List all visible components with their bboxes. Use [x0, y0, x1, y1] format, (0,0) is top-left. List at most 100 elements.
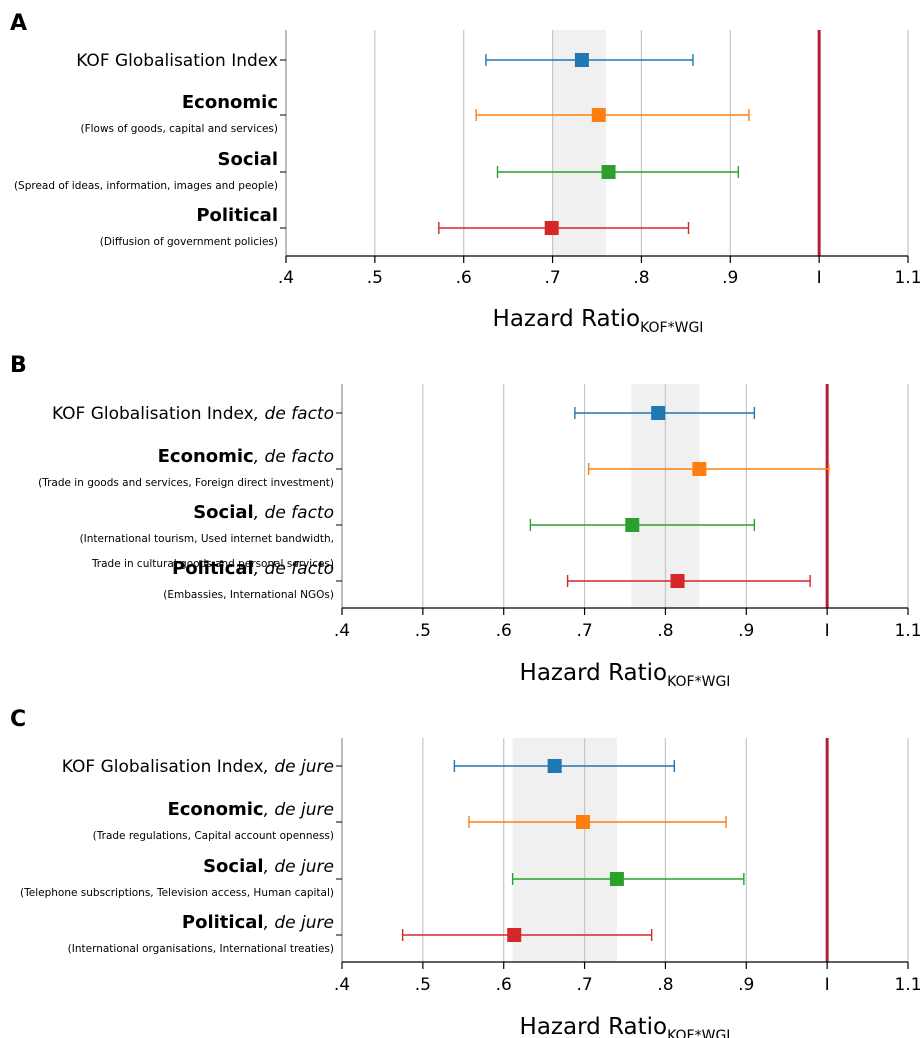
row-sublabel: (Embassies, International NGOs) — [163, 589, 334, 601]
point-estimate — [651, 406, 666, 420]
row-label-suffix: , de jure — [264, 800, 334, 820]
x-axis-label-subscript: KOF*WGI — [667, 674, 730, 690]
point-estimate — [625, 518, 640, 532]
x-tick-label: I — [825, 975, 830, 995]
panel-b: .4 .5 .6 .7 .8 .9 I 1.1 Hazard RatioKOF*WGI B KOF … — [10, 353, 921, 690]
point-estimate — [609, 872, 624, 886]
point-estimate — [574, 53, 589, 67]
row-label-suffix: , de facto — [254, 559, 334, 579]
row-label: KOF Globalisation Index, de jure — [62, 757, 334, 777]
panel-c: .4 .5 .6 .7 .8 .9 I 1.1 Hazard RatioKOF*WGI C KOF … — [10, 707, 921, 1038]
row-label-suffix: , de facto — [254, 447, 334, 467]
row-label-suffix: , de facto — [254, 404, 334, 424]
shaded-band — [552, 30, 606, 256]
row-sublabel: (Telephone subscriptions, Television acc… — [20, 887, 334, 899]
row-label-suffix: , de facto — [254, 503, 334, 523]
x-tick-label: .4 — [334, 975, 350, 995]
panel-label: B — [10, 353, 27, 378]
row-label-suffix: , de jure — [264, 913, 334, 933]
row-label-name: Political — [172, 558, 254, 579]
row-label-name: KOF Globalisation Index — [62, 757, 264, 777]
row-label-name: Social — [218, 149, 279, 170]
x-tick-label: 1.1 — [894, 975, 921, 995]
row-economic: Economic (Flows of goods, capital and ser… — [80, 92, 750, 135]
row-label: KOF Globalisation Index — [76, 51, 278, 71]
point-estimate — [601, 165, 616, 179]
row-kof-globalisation-index: KOF Globalisation Index, de facto — [52, 404, 756, 424]
x-axis-label-subscript: KOF*WGI — [667, 1028, 730, 1038]
row-label: Economic, de facto — [158, 446, 334, 467]
x-axis-label-main: Hazard Ratio — [520, 1014, 668, 1038]
row-sublabel: (Spread of ideas, information, images an… — [14, 180, 278, 192]
row-sublabel: (Diffusion of government policies) — [100, 236, 278, 248]
x-tick-label: .6 — [496, 621, 512, 641]
x-axis-label-subscript: KOF*WGI — [640, 320, 703, 336]
row-label-name: Social — [193, 502, 254, 523]
x-tick-label: .4 — [278, 268, 294, 288]
row-label-suffix: , de jure — [264, 757, 334, 777]
row-label: Economic, de jure — [167, 799, 334, 820]
row-label: Political, de jure — [182, 912, 334, 933]
row-political: Political, de jure (International organis… — [68, 912, 653, 955]
row-label: Economic — [182, 92, 278, 113]
row-economic: Economic, de facto (Trade in goods and se… — [38, 446, 830, 489]
x-tick-label: .9 — [722, 268, 738, 288]
shaded-band — [512, 738, 617, 962]
point-estimate — [507, 928, 522, 942]
x-tick-label: 1.1 — [894, 621, 921, 641]
x-tick-label: .6 — [456, 268, 472, 288]
x-axis-label: Hazard RatioKOF*WGI — [520, 660, 731, 690]
x-axis-label-main: Hazard Ratio — [520, 660, 668, 686]
row-label: Political, de facto — [172, 558, 334, 579]
row-label: Social — [218, 149, 279, 170]
row-label: Political — [196, 205, 278, 226]
row-label-name: Political — [182, 912, 264, 933]
x-tick-label: .7 — [544, 268, 560, 288]
row-sublabel: (International organisations, Internatio… — [68, 943, 334, 955]
x-tick-label: .5 — [367, 268, 383, 288]
point-estimate — [670, 574, 685, 588]
row-social: Social (Spread of ideas, information, ima… — [14, 149, 739, 192]
x-tick-label: .4 — [334, 621, 350, 641]
row-sublabel: (Flows of goods, capital and services) — [80, 123, 278, 135]
row-political: Political (Diffusion of government polici… — [100, 205, 690, 248]
x-tick-label: I — [825, 621, 830, 641]
panel-label: A — [10, 11, 27, 36]
row-label: Social, de facto — [193, 502, 334, 523]
x-tick-label: 1.1 — [894, 268, 921, 288]
row-label: KOF Globalisation Index, de facto — [52, 404, 334, 424]
x-tick-label: .7 — [576, 621, 592, 641]
row-sublabel: (International tourism, Used internet ba… — [80, 533, 334, 545]
x-tick-label: .9 — [738, 975, 754, 995]
row-label-name: Economic — [158, 446, 254, 467]
point-estimate — [692, 462, 707, 476]
row-sublabel: Trade in cultural goods and personal ser… — [91, 558, 334, 570]
point-estimate — [547, 759, 562, 773]
row-label-name: Social — [203, 856, 264, 877]
x-tick-label: .5 — [415, 621, 431, 641]
row-social: Social, de facto (International tourism, … — [80, 502, 756, 570]
row-kof-globalisation-index: KOF Globalisation Index, de jure — [62, 757, 676, 777]
row-label-name: Political — [196, 205, 278, 226]
row-social: Social, de jure (Telephone subscriptions,… — [20, 856, 745, 899]
point-estimate — [591, 108, 606, 122]
x-tick-label: .8 — [657, 975, 673, 995]
x-tick-label: I — [817, 268, 822, 288]
row-label-suffix: , de jure — [264, 857, 334, 877]
row-label-name: KOF Globalisation Index — [76, 51, 278, 71]
row-label-name: Economic — [167, 799, 263, 820]
row-economic: Economic, de jure (Trade regulations, Cap… — [93, 799, 727, 842]
row-political: Political, de facto (Embassies, Internati… — [163, 558, 811, 601]
row-kof-globalisation-index: KOF Globalisation Index — [76, 51, 694, 71]
x-tick-label: .7 — [576, 975, 592, 995]
row-sublabel: (Trade regulations, Capital account open… — [93, 830, 334, 842]
panel-label: C — [10, 707, 26, 732]
point-estimate — [575, 815, 590, 829]
panel-a: .4 .5 .6 .7 .8 .9 I 1.1 Hazard RatioKOF*WGI A KOF … — [10, 11, 921, 336]
x-tick-label: .8 — [657, 621, 673, 641]
row-label-name: Economic — [182, 92, 278, 113]
x-axis-label-main: Hazard Ratio — [493, 306, 641, 332]
row-label: Social, de jure — [203, 856, 334, 877]
x-axis-label: Hazard RatioKOF*WGI — [493, 306, 704, 336]
